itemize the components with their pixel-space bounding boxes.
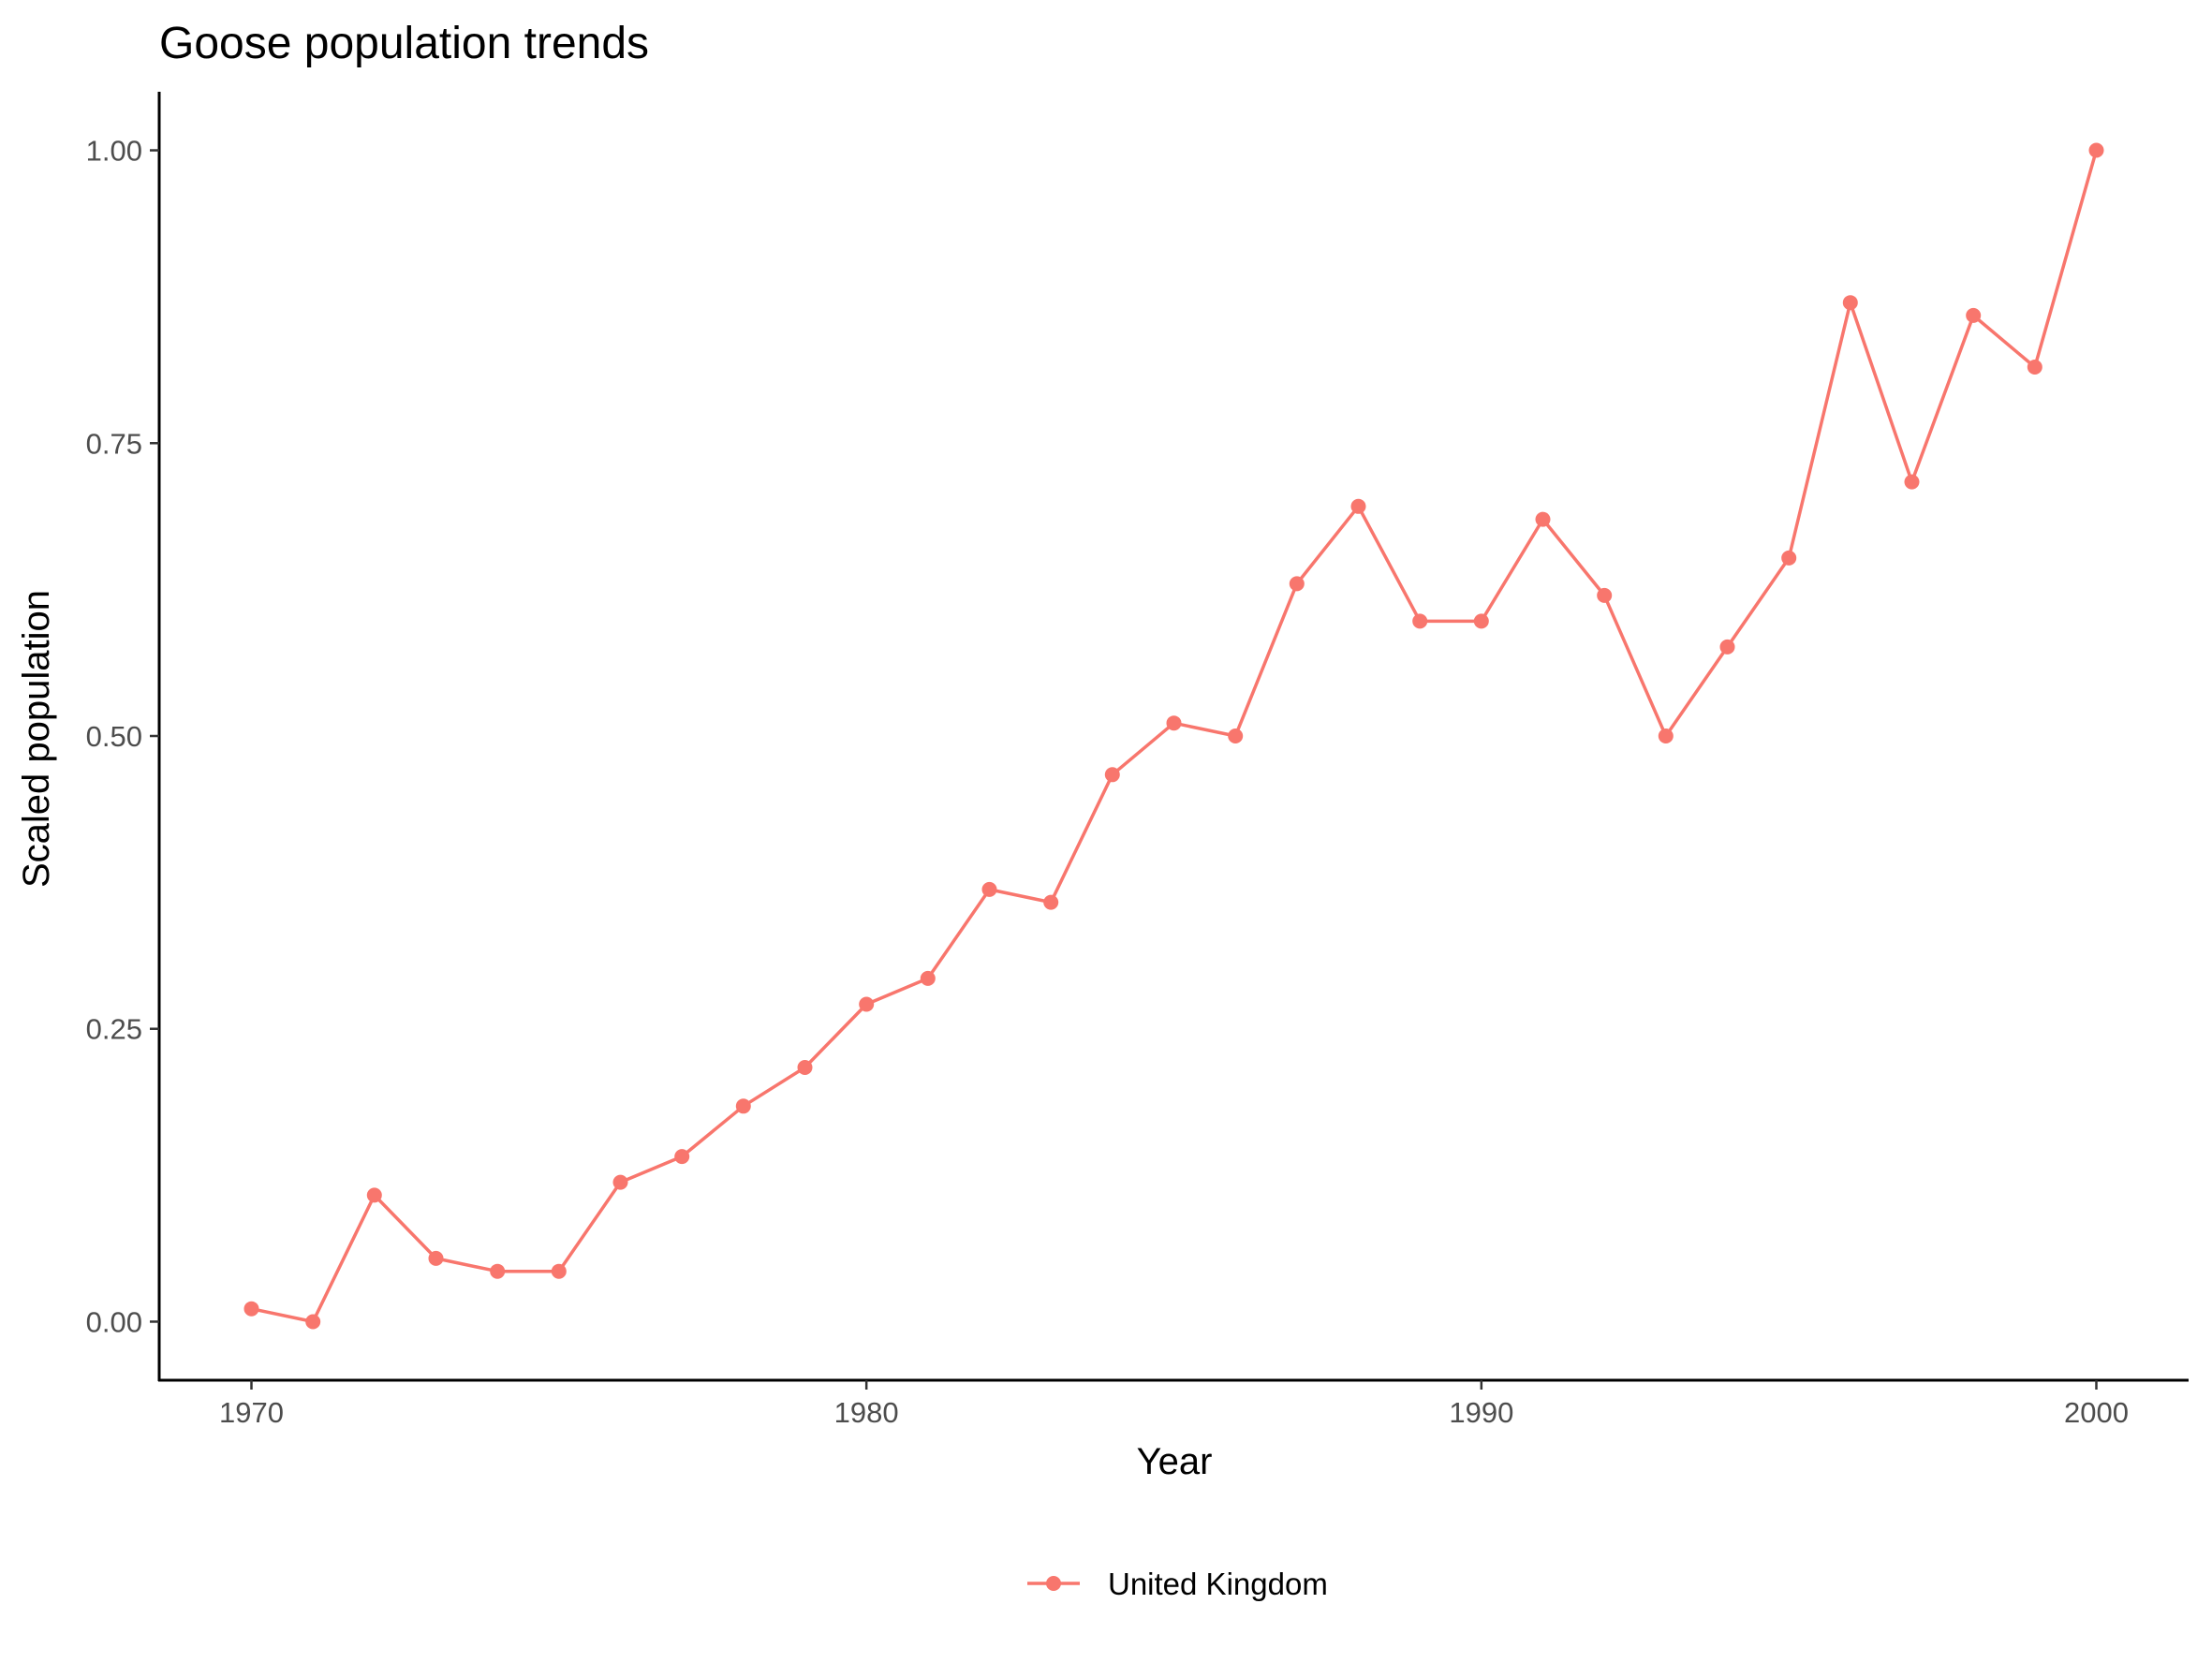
data-point: [1842, 295, 1858, 311]
data-point: [366, 1187, 382, 1203]
data-point: [859, 996, 875, 1012]
x-axis: 1970 1980 1990 2000: [158, 1378, 2189, 1429]
data-point: [1658, 728, 1674, 743]
data-point: [1473, 613, 1489, 629]
data-point: [735, 1098, 751, 1114]
x-tick-label: 2000: [2064, 1396, 2129, 1429]
legend: United Kingdom: [1027, 1567, 1328, 1601]
data-point: [1166, 715, 1182, 731]
x-axis-title: Year: [1137, 1441, 1213, 1482]
legend-key-point: [1046, 1576, 1061, 1591]
data-point: [243, 1301, 259, 1317]
data-point: [1350, 498, 1366, 514]
data-point: [1289, 576, 1305, 592]
y-tick-label: 1.00: [86, 135, 142, 168]
chart-title: Goose population trends: [159, 19, 649, 68]
x-tick-label: 1970: [219, 1396, 284, 1429]
y-tick-label: 0.25: [86, 1013, 142, 1046]
y-tick-label: 0.50: [86, 720, 142, 753]
y-tick-label: 0.00: [86, 1305, 142, 1338]
data-point: [1966, 307, 1982, 323]
data-point: [305, 1314, 321, 1330]
y-axis-title: Scaled population: [16, 590, 57, 888]
data-point: [981, 881, 997, 897]
series-line-united-kingdom: [251, 150, 2099, 1324]
x-tick-label: 1990: [1449, 1396, 1513, 1429]
y-axis: 0.00 0.25 0.50 0.75 1.00: [86, 92, 161, 1381]
plot-area: [243, 142, 2104, 1330]
data-point: [1535, 511, 1551, 527]
data-point: [1719, 639, 1735, 655]
data-point: [674, 1149, 690, 1165]
data-point: [490, 1263, 506, 1279]
legend-label-united-kingdom: United Kingdom: [1108, 1567, 1328, 1601]
data-point: [551, 1263, 567, 1279]
data-point: [920, 970, 936, 986]
data-point: [2088, 142, 2104, 158]
data-point: [2027, 360, 2042, 375]
data-point: [1904, 474, 1920, 490]
x-tick-label: 1980: [834, 1396, 899, 1429]
data-point: [797, 1060, 813, 1075]
data-point: [1104, 767, 1120, 783]
data-point: [1228, 728, 1244, 743]
data-point: [1597, 587, 1613, 603]
data-point: [1412, 613, 1428, 629]
data-point: [1043, 894, 1059, 910]
data-point: [612, 1174, 628, 1190]
y-tick-label: 0.75: [86, 427, 142, 460]
data-point: [1781, 550, 1797, 566]
data-point: [428, 1250, 444, 1266]
